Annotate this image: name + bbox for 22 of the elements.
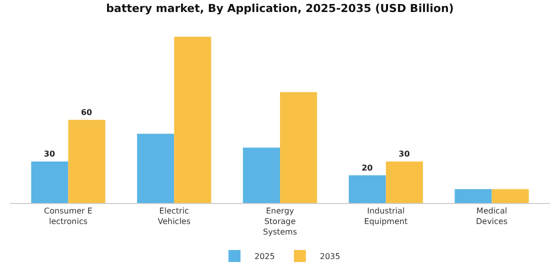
x-tick-label: Energy Storage Systems xyxy=(263,206,297,236)
legend-label: 2035 xyxy=(320,252,340,262)
x-tick-label: Medical Devices xyxy=(476,206,508,226)
data-label: 30 xyxy=(44,149,56,158)
x-tick-label: Industrial Equipment xyxy=(364,206,408,226)
x-tick-label: Consumer E lectronics xyxy=(44,206,92,226)
bar xyxy=(137,134,174,203)
bar xyxy=(280,92,318,203)
legend-label: 2025 xyxy=(254,252,275,262)
x-tick-label: Electric Vehicles xyxy=(158,206,191,226)
bar xyxy=(492,189,529,203)
bar xyxy=(174,36,212,203)
chart-title: battery market, By Application, 2025-2035 (USD Billion) xyxy=(106,2,454,15)
data-label: 30 xyxy=(398,149,410,158)
bar xyxy=(31,161,68,203)
bar xyxy=(242,148,280,203)
data-label: 20 xyxy=(362,163,374,172)
bar xyxy=(68,120,106,203)
data-label: 60 xyxy=(80,108,93,117)
bar xyxy=(454,189,492,203)
bar xyxy=(386,161,423,203)
bar xyxy=(348,175,386,203)
